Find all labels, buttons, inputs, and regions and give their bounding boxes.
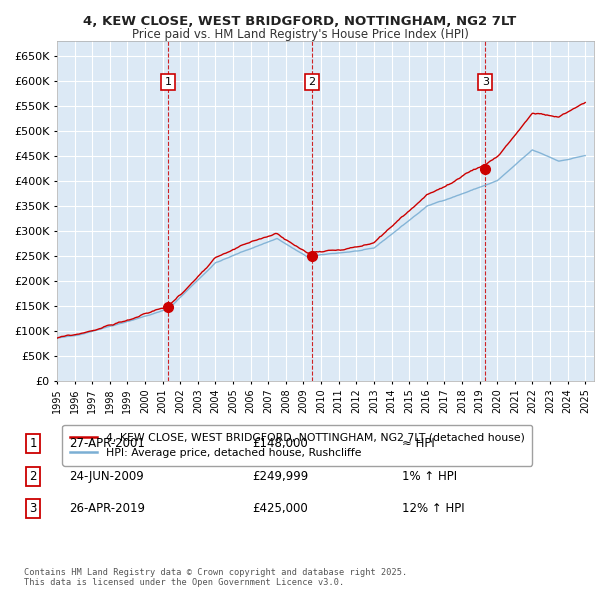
Text: 1: 1 <box>29 437 37 450</box>
Text: 1: 1 <box>165 77 172 87</box>
Text: 3: 3 <box>482 77 488 87</box>
Text: £148,000: £148,000 <box>252 437 308 450</box>
Text: £425,000: £425,000 <box>252 502 308 515</box>
Legend: 4, KEW CLOSE, WEST BRIDGFORD, NOTTINGHAM, NG2 7LT (detached house), HPI: Average: 4, KEW CLOSE, WEST BRIDGFORD, NOTTINGHAM… <box>62 425 532 466</box>
Text: Contains HM Land Registry data © Crown copyright and database right 2025.
This d: Contains HM Land Registry data © Crown c… <box>24 568 407 587</box>
Text: 24-JUN-2009: 24-JUN-2009 <box>69 470 144 483</box>
Text: 27-APR-2001: 27-APR-2001 <box>69 437 145 450</box>
Text: £249,999: £249,999 <box>252 470 308 483</box>
Text: 1% ↑ HPI: 1% ↑ HPI <box>402 470 457 483</box>
Text: 2: 2 <box>29 470 37 483</box>
Text: 2: 2 <box>308 77 316 87</box>
Text: 26-APR-2019: 26-APR-2019 <box>69 502 145 515</box>
Text: 3: 3 <box>29 502 37 515</box>
Text: 4, KEW CLOSE, WEST BRIDGFORD, NOTTINGHAM, NG2 7LT: 4, KEW CLOSE, WEST BRIDGFORD, NOTTINGHAM… <box>83 15 517 28</box>
Text: ≈ HPI: ≈ HPI <box>402 437 435 450</box>
Text: 12% ↑ HPI: 12% ↑ HPI <box>402 502 464 515</box>
Text: Price paid vs. HM Land Registry's House Price Index (HPI): Price paid vs. HM Land Registry's House … <box>131 28 469 41</box>
